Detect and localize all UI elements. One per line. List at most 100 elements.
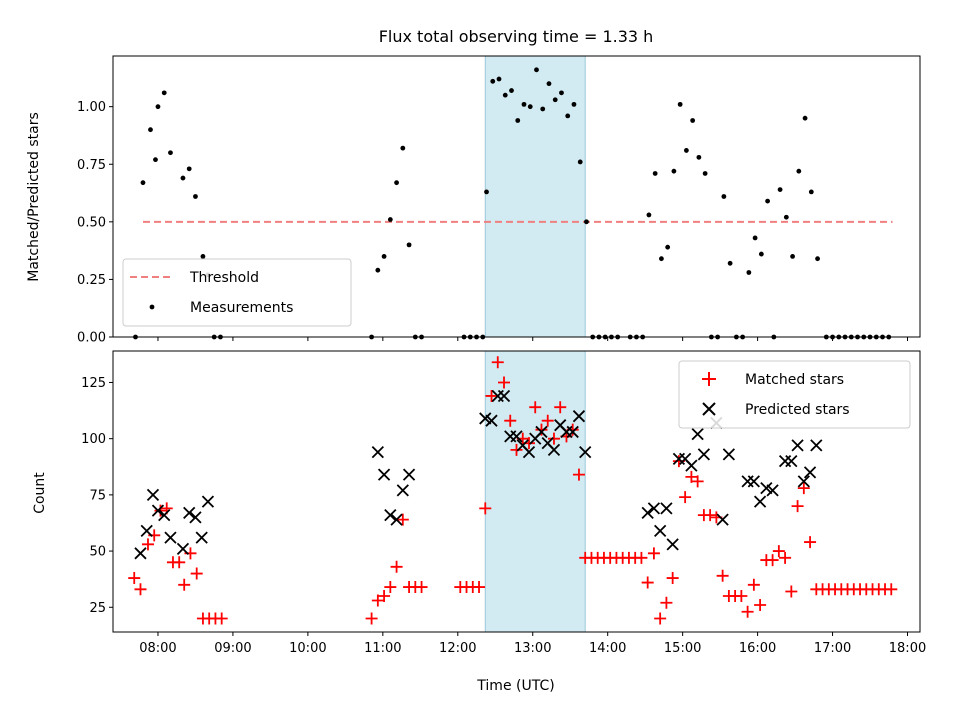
predicted-stars-point [666, 538, 679, 551]
matched-stars-point [547, 432, 560, 445]
measurements-point [509, 88, 514, 93]
bottom-panel: Count Time (UTC) 25 50 75 100 125 08:00 09:00… [32, 350, 926, 694]
matched-stars-legend-label: Matched stars [745, 372, 844, 388]
matched-stars-point [529, 401, 542, 414]
measurements-point [381, 253, 387, 259]
measurements-point [565, 113, 571, 119]
measurements-point [161, 90, 167, 96]
x-tick-label: 10:00 [289, 641, 326, 656]
measurements-point [802, 115, 808, 121]
measurements-point [552, 97, 558, 103]
matched-stars-point [779, 551, 792, 564]
matched-stars-point [772, 545, 785, 558]
shaded-observing-interval [484, 55, 586, 338]
matched-stars-point [716, 569, 729, 582]
predicted-stars-point [201, 495, 215, 508]
measurements-point [815, 256, 820, 262]
predicted-stars-point [146, 488, 160, 502]
top-panel-y-axis: 0.00 0.25 0.50 0.75 1.00 [77, 100, 113, 346]
measurements-point [571, 101, 577, 107]
predicted-stars-point [572, 410, 586, 423]
matched-stars-point [190, 567, 203, 580]
matched-stars-point [473, 581, 486, 594]
predicted-stars-point [803, 466, 817, 479]
matched-stars-point [178, 578, 191, 591]
measurements-point [527, 104, 533, 110]
bottom-panel-plot-area [128, 356, 898, 625]
predicted-stars-point [510, 430, 523, 443]
bottom-legend-box [678, 360, 911, 429]
matched-stars-point [735, 590, 748, 603]
matched-stars-point [479, 502, 492, 515]
measurements-point [496, 76, 502, 82]
matched-stars-point [541, 414, 554, 427]
matched-stars-point [654, 612, 667, 625]
matched-stars-point [766, 554, 779, 567]
predicted-stars-point [371, 446, 384, 459]
bottom-panel-xlabel: Time (UTC) [476, 678, 554, 694]
matched-stars-point [635, 551, 648, 564]
predicted-stars-point [647, 502, 661, 515]
y-tick-label: 100 [81, 432, 106, 447]
measurements-point [758, 251, 764, 257]
matched-stars-point [365, 612, 378, 625]
measurements-point [796, 168, 802, 174]
predicted-stars-point [189, 511, 202, 524]
matched-stars-point [128, 572, 141, 585]
measurements-point [155, 104, 161, 110]
measurements-point [659, 256, 664, 262]
measurements-point [400, 145, 406, 151]
matched-stars-point [554, 401, 567, 414]
predicted-stars-point [158, 508, 171, 522]
matched-stars-point [498, 376, 511, 389]
top-panel-x-axis [157, 337, 909, 341]
predicted-stars-point [535, 425, 548, 439]
measurements-point [375, 267, 381, 273]
measurements-point [746, 270, 752, 275]
measurements-point [683, 148, 689, 153]
predicted-stars-point [810, 439, 823, 452]
matched-stars-point [535, 423, 548, 436]
predicted-stars-point [547, 443, 561, 457]
matched-stars-point [685, 470, 698, 483]
predicted-stars-point [140, 524, 153, 537]
measurements-point [584, 219, 589, 225]
predicted-stars-point [722, 448, 736, 461]
predicted-stars-point [566, 425, 579, 439]
measurements-point [671, 168, 677, 174]
y-tick-label: 50 [89, 545, 106, 560]
x-tick-label: 18:00 [889, 641, 926, 656]
predicted-stars-point [766, 484, 779, 497]
predicted-stars-point [195, 531, 208, 544]
measurements-point [752, 235, 758, 241]
predicted-stars-point [660, 502, 673, 515]
top-panel: Flux total observing time = 1.33 h Match… [26, 27, 921, 346]
matched-stars-point [384, 581, 397, 594]
matched-stars-point [797, 482, 810, 495]
matched-stars-point [747, 578, 760, 591]
measurements-point [727, 260, 733, 266]
top-panel-shaded-interval [484, 55, 586, 338]
predicted-stars-point [402, 468, 416, 481]
predicted-stars-point [785, 455, 798, 468]
measurements-point [148, 127, 153, 133]
predicted-stars-point [497, 389, 511, 403]
predicted-stars-point [377, 468, 391, 481]
matched-stars-point [491, 356, 504, 369]
predicted-stars-point [654, 524, 667, 537]
bottom-panel-ylabel: Count [32, 472, 48, 514]
matched-stars-point [885, 583, 898, 596]
predicted-stars-point [384, 508, 397, 522]
predicted-stars-point [390, 513, 403, 526]
predicted-stars-point [164, 531, 177, 544]
matched-stars-point [660, 596, 673, 609]
measurements-point [559, 90, 564, 96]
top-panel-ylabel: Matched/Predicted stars [26, 112, 42, 282]
x-tick-label: 14:00 [589, 641, 626, 656]
predicted-stars-point [176, 542, 190, 555]
matched-stars-point [134, 583, 147, 596]
matched-stars-point [791, 500, 804, 513]
bottom-panel-legend: Matched stars Predicted stars [678, 360, 911, 429]
